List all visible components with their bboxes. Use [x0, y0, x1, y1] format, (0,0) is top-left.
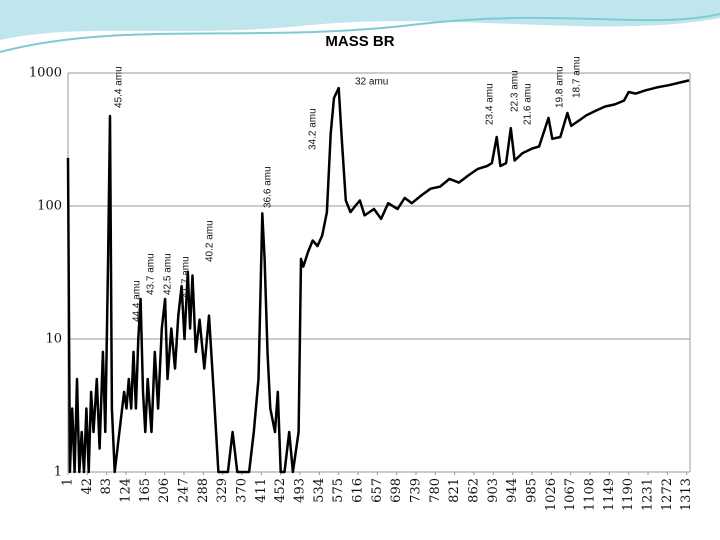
- annotation: 23.4 amu: [485, 83, 496, 125]
- x-tick-label: 452: [273, 478, 288, 503]
- x-tick-label: 370: [235, 478, 250, 503]
- x-tick-label: 944: [505, 478, 520, 503]
- annotation: 40.2 amu: [205, 220, 216, 262]
- x-tick-label: 1190: [621, 478, 636, 511]
- annotation: 43.7 amu: [146, 253, 157, 295]
- annotation: 42.5 amu: [163, 253, 174, 295]
- x-tick-label: 1272: [660, 478, 675, 511]
- x-tick-label: 329: [215, 478, 230, 503]
- annotation: 21.6 amu: [523, 83, 534, 125]
- x-tick-label: 903: [486, 478, 501, 503]
- x-tick-label: 657: [370, 478, 385, 503]
- x-tick-label: 1149: [602, 478, 617, 511]
- x-tick-label: 493: [293, 478, 308, 503]
- x-tick-label: 821: [447, 478, 462, 503]
- y-tick-label: 1: [54, 465, 62, 480]
- data-line: [66, 79, 690, 474]
- x-tick-label: 1026: [544, 478, 559, 511]
- x-tick-label: 124: [119, 478, 134, 503]
- x-tick-label: 1067: [563, 478, 578, 511]
- annotation: 19.8 amu: [555, 66, 566, 108]
- y-tick-label: 10: [45, 332, 62, 347]
- x-tick-label: 534: [312, 478, 327, 503]
- x-tick-label: 739: [409, 478, 424, 503]
- x-tick-label: 1231: [641, 478, 656, 511]
- header-swoosh: [0, 0, 720, 40]
- x-tick-label: 42: [80, 478, 95, 495]
- x-tick-label: 83: [99, 478, 114, 495]
- y-tick-label: 100: [37, 199, 62, 214]
- x-tick-label: 1313: [679, 478, 694, 511]
- x-tick-label: 1108: [583, 478, 598, 511]
- x-tick-label: 247: [177, 478, 192, 503]
- x-tick-label: 780: [428, 478, 443, 503]
- annotation: 44.4 amu: [132, 280, 143, 322]
- x-tick-label: 165: [138, 478, 153, 503]
- x-tick-label: 575: [331, 478, 346, 503]
- annotation: 32 amu: [355, 77, 388, 88]
- header-curve: [0, 13, 720, 53]
- annotation: 18.7 amu: [572, 56, 583, 98]
- x-tick-label: 862: [467, 478, 482, 503]
- chart-title: MASS BR: [325, 33, 394, 50]
- x-tick-label: 288: [196, 478, 211, 503]
- y-tick-label: 1000: [29, 66, 62, 81]
- annotation: 45.4 amu: [114, 66, 125, 108]
- x-tick-label: 698: [389, 478, 404, 503]
- annotation: 34.2 amu: [308, 108, 319, 150]
- annotation: 36.6 amu: [263, 166, 274, 208]
- x-tick-label: 206: [157, 478, 172, 503]
- x-tick-label: 616: [351, 478, 366, 503]
- x-tick-label: 411: [254, 478, 269, 503]
- x-tick-label: 985: [525, 478, 540, 503]
- annotation: 41.7 amu: [181, 256, 192, 298]
- x-tick-label: 1: [61, 478, 76, 486]
- annotation: 22.3 amu: [510, 70, 521, 112]
